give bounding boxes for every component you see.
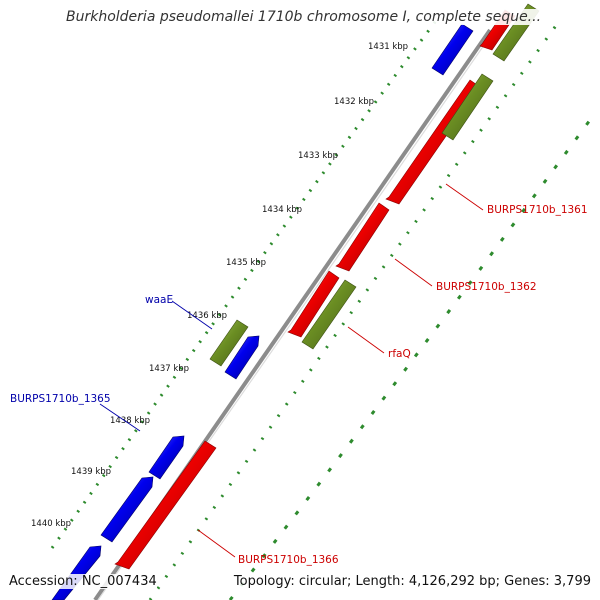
- tick-label: 1434 kbp: [262, 205, 302, 215]
- gene-label-rfaQ[interactable]: rfaQ: [388, 348, 411, 360]
- gene-blue-arrow-lower[interactable]: [100, 476, 154, 543]
- feature-waaE[interactable]: [209, 319, 249, 367]
- outer-track-2: [228, 119, 592, 600]
- tick-label: 1432 kbp: [334, 97, 374, 107]
- gene-label-burps1710b-1361[interactable]: BURPS1710b_1361: [487, 204, 588, 216]
- tick-label: 1439 kbp: [71, 467, 111, 477]
- gene-label-waaE[interactable]: waaE: [145, 294, 173, 306]
- gene-burps1710b-1365-arrow[interactable]: [148, 435, 185, 480]
- gene-labels: BURPS1710b_1361 BURPS1710b_1362 rfaQ waa…: [10, 204, 588, 566]
- ruler-ticks: 1431 kbp 1432 kbp 1433 kbp 1434 kbp 1435…: [31, 42, 408, 529]
- gene-label-burps1710b-1365[interactable]: BURPS1710b_1365: [10, 393, 111, 405]
- leader-rfaQ: [347, 326, 385, 354]
- leader-waaE: [171, 300, 213, 330]
- tick-label: 1431 kbp: [368, 42, 408, 52]
- leader-burps1710b-1361: [445, 183, 484, 211]
- gene-leader-lines: [99, 183, 484, 558]
- gene-burps1710b-1361-arrow[interactable]: [385, 79, 481, 205]
- feature-green-upper[interactable]: [441, 73, 494, 141]
- leader-burps1710b-1362: [394, 258, 433, 287]
- gene-top-blue-arrow[interactable]: [431, 23, 474, 76]
- feature-rfaQ[interactable]: [301, 279, 357, 350]
- leader-burps1710b-1366: [197, 529, 236, 558]
- gene-waaE-neighbor-arrow[interactable]: [224, 335, 260, 380]
- tick-label: 1433 kbp: [298, 151, 338, 161]
- tick-label: 1436 kbp: [187, 311, 227, 321]
- gene-burps1710b-1362-arrow[interactable]: [335, 202, 390, 272]
- tick-label: 1438 kbp: [110, 416, 150, 426]
- gene-burps1710b-1366-arrow[interactable]: [114, 440, 217, 570]
- gene-label-burps1710b-1362[interactable]: BURPS1710b_1362: [436, 281, 537, 293]
- tick-label: 1435 kbp: [226, 258, 266, 268]
- map-title: Burkholderia pseudomallei 1710b chromoso…: [66, 9, 542, 25]
- accession-label: Accession: NC_007434: [9, 574, 157, 589]
- sequence-summary: Topology: circular; Length: 4,126,292 bp…: [233, 574, 591, 589]
- tick-label: 1440 kbp: [31, 519, 71, 529]
- gene-label-burps1710b-1366[interactable]: BURPS1710b_1366: [238, 554, 339, 566]
- outer-track: [148, 19, 562, 600]
- gene-rfaQ-neighbor-arrow[interactable]: [287, 270, 340, 338]
- leader-burps1710b-1365: [99, 403, 141, 432]
- gene-blue-arrow-bottom[interactable]: [51, 545, 102, 600]
- tick-label: 1437 kbp: [149, 364, 189, 374]
